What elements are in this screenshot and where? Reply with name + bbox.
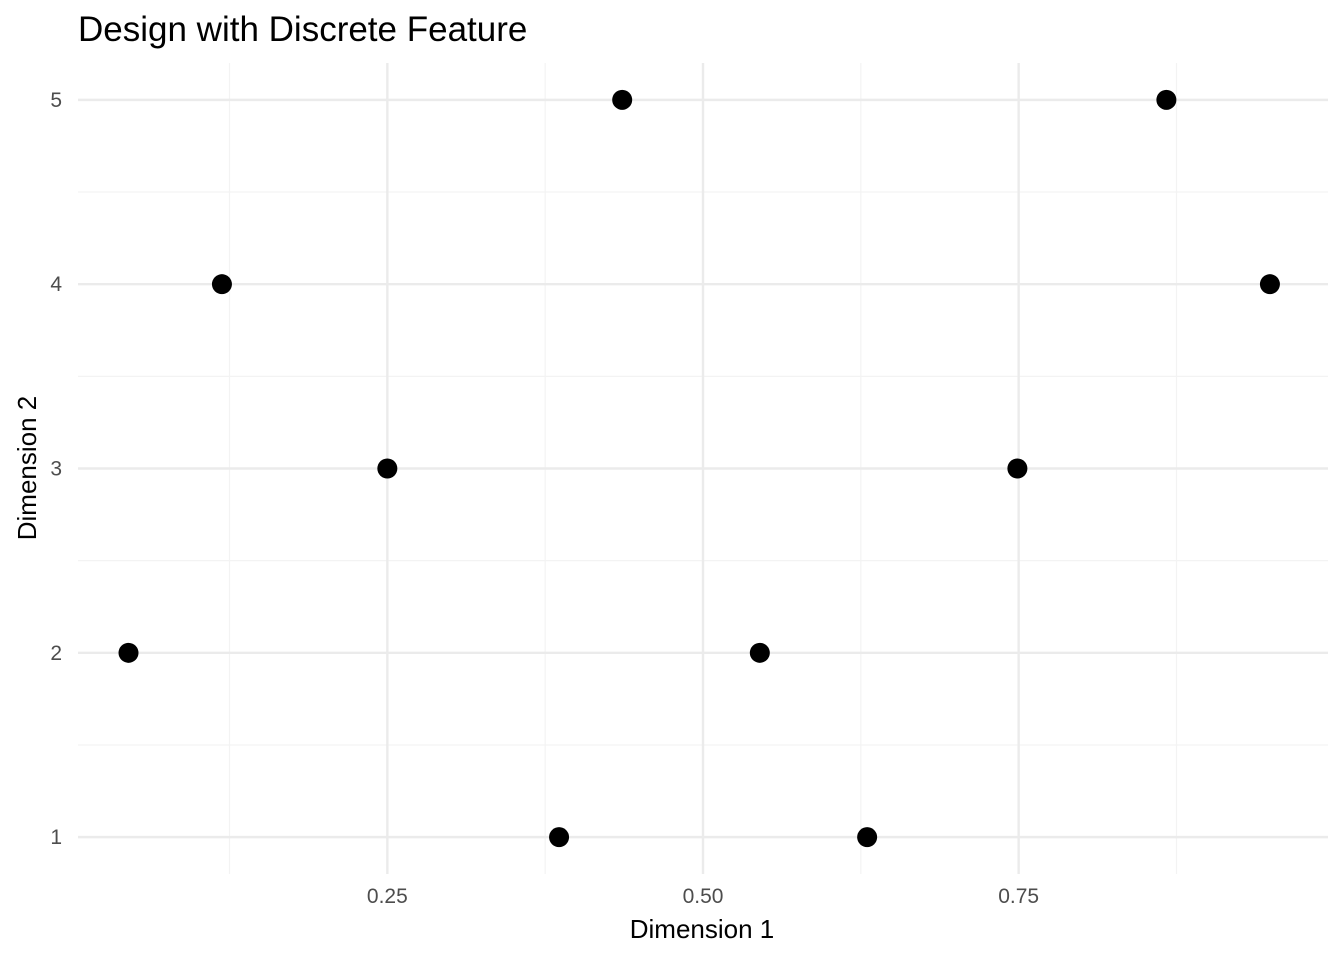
data-point <box>1156 89 1177 110</box>
y-tick-label: 5 <box>50 89 62 112</box>
data-point <box>612 89 633 110</box>
y-tick-label: 2 <box>50 642 62 665</box>
data-point <box>118 642 139 663</box>
x-tick-label: 0.50 <box>683 885 724 908</box>
y-axis-tick-labels: 1 2 3 4 5 <box>50 89 62 849</box>
data-point <box>1259 274 1280 295</box>
data-point <box>549 827 570 848</box>
data-points <box>118 89 1280 848</box>
y-tick-label: 4 <box>50 273 62 296</box>
data-point <box>211 274 232 295</box>
major-gridlines <box>78 63 1328 874</box>
x-tick-label: 0.25 <box>367 885 408 908</box>
data-point <box>1007 458 1028 479</box>
data-point <box>749 642 770 663</box>
x-axis-title: Dimension 1 <box>630 914 775 944</box>
y-axis-title: Dimension 2 <box>12 396 42 541</box>
x-axis-tick-labels: 0.25 0.50 0.75 <box>367 885 1039 908</box>
y-tick-label: 1 <box>50 826 62 849</box>
x-tick-label: 0.75 <box>998 885 1039 908</box>
data-point <box>377 458 398 479</box>
data-point <box>857 827 878 848</box>
chart-title: Design with Discrete Feature <box>78 10 527 49</box>
y-tick-label: 3 <box>50 458 62 481</box>
